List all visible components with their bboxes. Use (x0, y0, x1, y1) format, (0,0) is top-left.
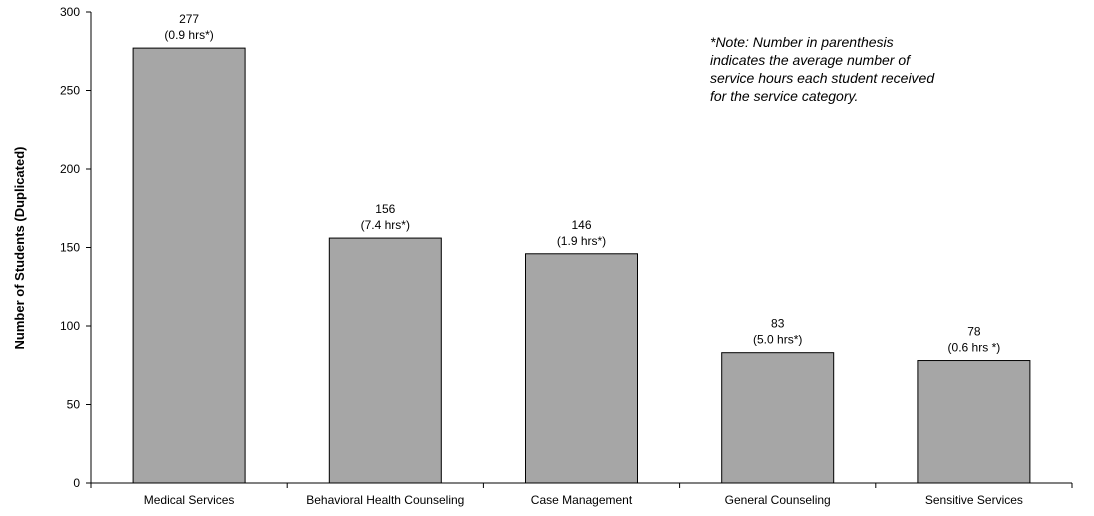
bar-value-label: 277 (179, 12, 199, 26)
y-tick-label: 150 (60, 241, 80, 255)
bar (525, 253, 638, 484)
note-line: indicates the average number of (710, 52, 911, 68)
bar-hours-label: (0.6 hrs *) (948, 341, 1001, 355)
y-tick-label: 250 (60, 84, 80, 98)
x-category-label: Sensitive Services (925, 493, 1023, 507)
note-line: service hours each student received (710, 70, 935, 86)
x-category-label: Behavioral Health Counseling (306, 493, 464, 507)
y-axis-title: Number of Students (Duplicated) (12, 147, 27, 350)
bar-hours-label: (1.9 hrs*) (557, 234, 606, 248)
x-category-label: Medical Services (144, 493, 235, 507)
note-line: *Note: Number in parenthesis (710, 34, 894, 50)
bar (917, 360, 1031, 484)
chart-note: *Note: Number in parenthesis indicates t… (710, 33, 1050, 105)
y-tick-label: 300 (60, 5, 80, 19)
bar-value-label: 83 (771, 317, 785, 331)
bar-hours-label: (5.0 hrs*) (753, 333, 802, 347)
y-tick-label: 0 (73, 476, 80, 490)
bar-hours-label: (7.4 hrs*) (361, 218, 410, 232)
bars (132, 47, 1031, 484)
y-tick-label: 200 (60, 162, 80, 176)
y-tick-label: 100 (60, 319, 80, 333)
x-category-label: General Counseling (725, 493, 831, 507)
bar (132, 47, 246, 484)
bar-value-label: 146 (571, 218, 591, 232)
y-tick-label: 50 (67, 398, 81, 412)
bar-hours-label: (0.9 hrs*) (164, 28, 213, 42)
bar (328, 237, 442, 484)
bar-value-label: 156 (375, 202, 395, 216)
bar-value-label: 78 (967, 325, 981, 339)
bar (721, 352, 835, 484)
data-labels: 277 (0.9 hrs*) 156 (7.4 hrs*) 146 (1.9 hrs*) 8… (164, 12, 1000, 354)
x-category-label: Case Management (531, 493, 633, 507)
axes: 0 50 100 150 200 250 300 Medical Services Behavi… (60, 5, 1073, 507)
note-line: for the service category. (710, 88, 859, 104)
